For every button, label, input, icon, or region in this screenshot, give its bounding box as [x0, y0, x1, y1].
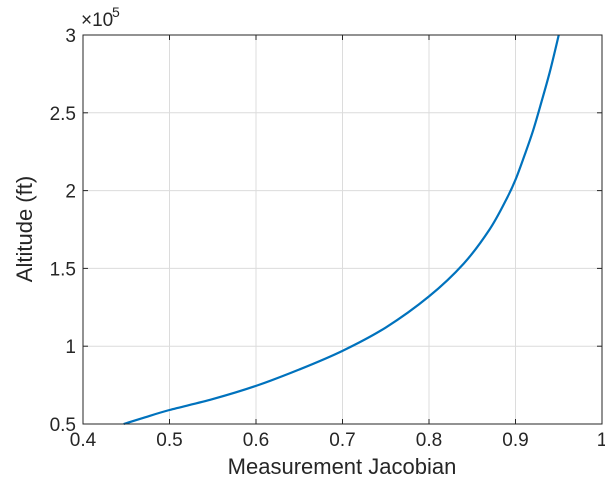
- x-axis-label: Measurement Jacobian: [228, 454, 457, 479]
- y-tick-label: 2: [65, 182, 76, 203]
- x-tick-label: 0.6: [243, 430, 269, 451]
- y-tick-label: 3: [65, 26, 76, 47]
- series-layer: [123, 34, 560, 426]
- y-exponent-power: 5: [112, 4, 120, 20]
- y-tick-label: 0.5: [50, 415, 76, 436]
- y-exponent-base: ×10: [81, 10, 113, 31]
- x-tick-label: 0.4: [70, 430, 97, 451]
- ticks: 0.4 0.5 0.6 0.7 0.8 0.9 10.511.522.53: [50, 26, 605, 451]
- x-tick-label: 0.7: [329, 430, 355, 451]
- x-tick-label: 1: [597, 430, 605, 451]
- grid: [83, 35, 602, 424]
- x-tick-label: 0.9: [502, 430, 528, 451]
- y-tick-label: 2.5: [50, 104, 76, 125]
- y-tick-label: 1.5: [50, 259, 76, 280]
- y-tick-label: 1: [65, 337, 76, 358]
- x-tick-label: 0.8: [416, 430, 442, 451]
- series-line: [123, 34, 560, 426]
- x-tick-label: 0.5: [156, 430, 182, 451]
- y-axis-label: Altitude (ft): [12, 176, 37, 282]
